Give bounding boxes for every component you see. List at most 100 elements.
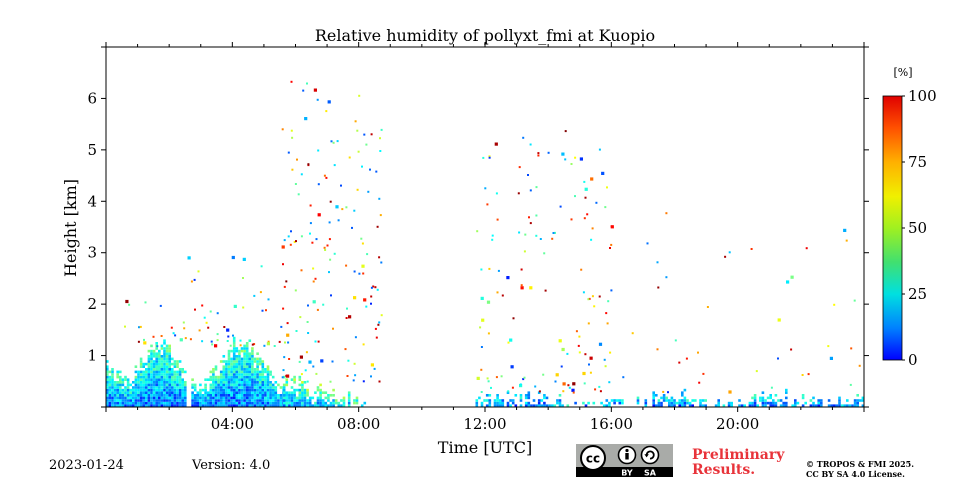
rh-cell: [225, 373, 228, 376]
rh-cell: [181, 368, 184, 371]
rh-cell: [258, 404, 262, 407]
rh-cell: [214, 365, 218, 368]
rh-cell: [285, 396, 289, 400]
rh-point: [282, 263, 284, 266]
rh-cell: [251, 396, 254, 400]
rh-cell: [527, 404, 531, 407]
rh-point: [370, 295, 373, 298]
rh-cell: [240, 375, 244, 379]
rh-point: [380, 261, 383, 264]
rh-cell: [196, 391, 200, 394]
rh-cell: [253, 368, 257, 371]
rh-point: [332, 327, 334, 330]
rh-cell: [662, 396, 666, 400]
rh-cell: [256, 401, 259, 405]
rh-cell: [168, 381, 171, 384]
rh-point: [378, 380, 381, 383]
rh-cell: [269, 388, 272, 392]
rh-cell: [111, 368, 114, 371]
rh-point: [486, 203, 489, 206]
rh-point: [535, 186, 538, 189]
rh-cell: [235, 396, 239, 400]
rh-cell: [152, 386, 156, 389]
rh-cell: [139, 383, 143, 387]
rh-point: [582, 291, 585, 294]
humidity-region: [282, 375, 367, 407]
rh-cell: [212, 370, 215, 374]
rh-cell: [173, 386, 177, 389]
rh-cell: [772, 401, 775, 405]
rh-cell: [232, 357, 236, 361]
rh-point: [304, 369, 307, 372]
rh-cell: [222, 396, 226, 400]
rh-cell: [227, 373, 231, 376]
rh-cell: [240, 360, 244, 363]
rh-cell: [119, 375, 122, 379]
rh-cell: [543, 404, 546, 407]
rh-point: [523, 376, 526, 379]
rh-cell: [132, 399, 135, 402]
rh-cell: [227, 399, 231, 402]
rh-cell: [475, 404, 479, 407]
rh-cell: [171, 396, 174, 400]
rh-point: [375, 170, 378, 173]
rh-cell: [240, 378, 244, 381]
rh-point: [189, 338, 192, 341]
rh-cell: [155, 373, 158, 376]
rh-cell: [225, 383, 228, 387]
rh-cell: [116, 399, 119, 402]
rh-point: [216, 339, 219, 342]
rh-cell: [480, 404, 484, 407]
rh-cell: [347, 399, 351, 402]
rh-cell: [173, 401, 177, 405]
rh-cell: [493, 404, 497, 407]
rh-cell: [217, 383, 220, 387]
rh-cell: [319, 401, 322, 405]
rh-cell: [184, 401, 187, 405]
cc-license-badge[interactable]: cc BY SA: [576, 444, 673, 478]
rh-cell: [301, 396, 304, 400]
rh-point: [728, 251, 731, 254]
rh-cell: [219, 370, 223, 374]
rh-point: [572, 391, 575, 394]
rh-point: [603, 358, 606, 361]
rh-cell: [794, 401, 797, 405]
rh-cell: [245, 404, 249, 407]
rh-cell: [132, 381, 135, 384]
rh-point: [278, 340, 281, 343]
rh-cell: [111, 381, 114, 384]
rh-cell: [212, 404, 215, 407]
rh-point: [610, 225, 614, 229]
rh-point: [579, 157, 583, 161]
rh-point: [306, 380, 309, 383]
rh-cell: [282, 386, 286, 389]
rh-cell: [243, 357, 246, 361]
rh-cell: [191, 378, 194, 381]
rh-cell: [163, 352, 166, 355]
rh-cell: [132, 391, 135, 394]
rh-point: [582, 371, 586, 376]
rh-cell: [178, 391, 182, 394]
rh-cell: [212, 396, 215, 400]
rh-cell: [158, 401, 161, 405]
date-label: 2023-01-24: [49, 458, 124, 473]
rh-cell: [160, 344, 164, 348]
rh-cell: [282, 388, 286, 392]
rh-cell: [282, 396, 286, 400]
x-tick-label: 12:00: [463, 415, 506, 433]
rh-cell: [155, 383, 158, 387]
rh-cell: [256, 373, 259, 376]
rh-cell: [142, 396, 145, 400]
rh-cell: [258, 391, 262, 394]
rh-cell: [126, 396, 130, 400]
rh-cell: [258, 394, 262, 397]
rh-cell: [258, 360, 262, 363]
rh-point: [568, 386, 571, 389]
rh-cell: [139, 357, 143, 361]
rh-point: [598, 295, 601, 298]
rh-point: [486, 377, 489, 380]
rh-cell: [261, 394, 265, 397]
rh-cell: [155, 391, 158, 394]
rh-cell: [524, 401, 528, 405]
